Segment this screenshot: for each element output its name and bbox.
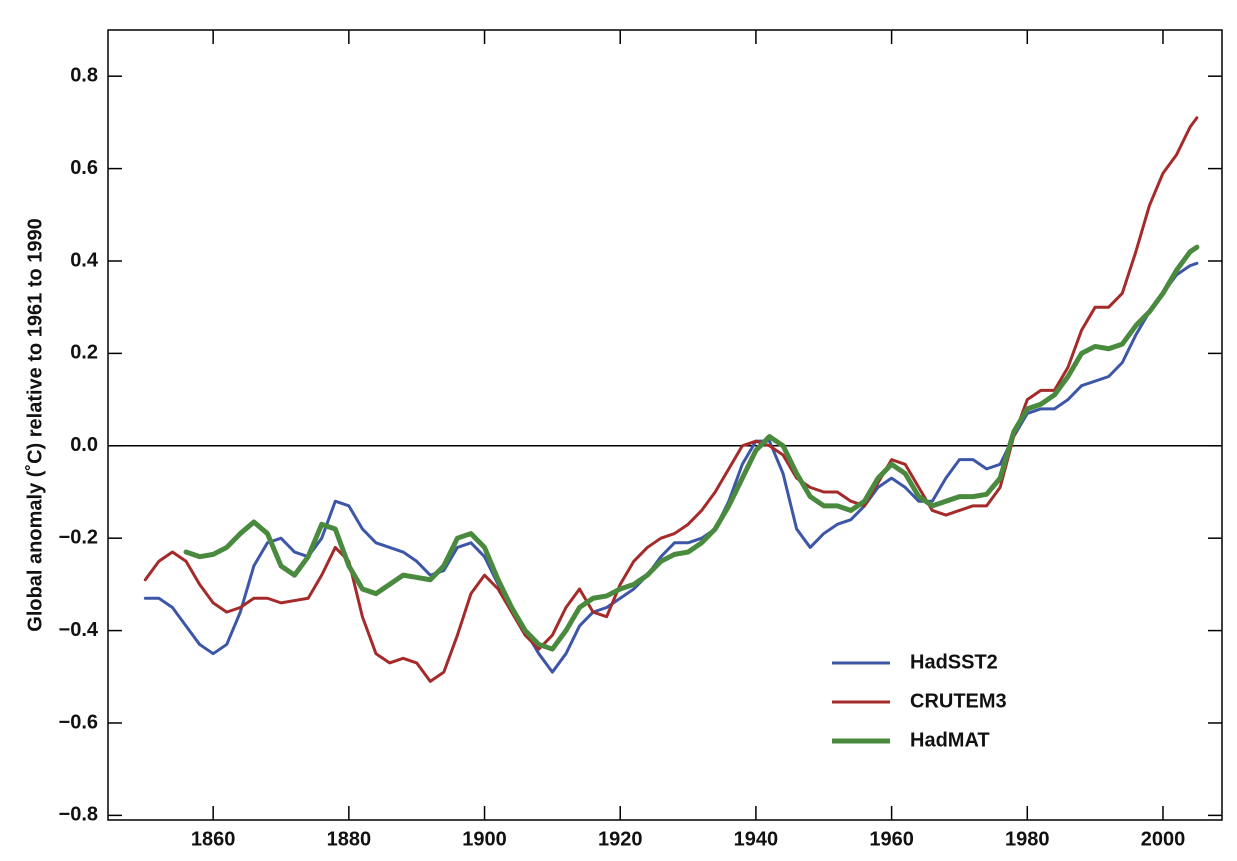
line-series bbox=[183, 244, 1200, 652]
y-tick-label: 0.2 bbox=[70, 342, 98, 364]
y-axis-label: Global anomaly (˚C) relative to 1961 to … bbox=[23, 218, 46, 631]
y-tick-label: 0.6 bbox=[70, 157, 98, 179]
plot-frame bbox=[107, 29, 1223, 821]
x-tick-label: 1980 bbox=[1005, 828, 1050, 850]
legend-label: HadSST2 bbox=[910, 651, 998, 673]
line-series bbox=[143, 261, 1199, 674]
y-tick-label: −0.2 bbox=[59, 526, 98, 548]
x-tick-label: 1940 bbox=[734, 828, 779, 850]
x-tick-label: 1920 bbox=[598, 828, 643, 850]
x-tick-label: 2000 bbox=[1141, 828, 1186, 850]
legend-label: CRUTEM3 bbox=[910, 690, 1007, 712]
y-tick-label: −0.6 bbox=[59, 711, 98, 733]
x-tick-label: 1900 bbox=[462, 828, 507, 850]
y-tick-label: 0.0 bbox=[70, 434, 98, 456]
line-series bbox=[143, 116, 1199, 683]
y-tick-label: 0.8 bbox=[70, 64, 98, 86]
x-tick-label: 1880 bbox=[327, 828, 372, 850]
x-tick-label: 1860 bbox=[191, 828, 236, 850]
y-tick-label: −0.8 bbox=[59, 804, 98, 826]
y-tick-label: −0.4 bbox=[59, 619, 99, 641]
legend-label: HadMAT bbox=[910, 729, 990, 751]
x-tick-label: 1960 bbox=[869, 828, 914, 850]
y-tick-label: 0.4 bbox=[70, 249, 99, 271]
